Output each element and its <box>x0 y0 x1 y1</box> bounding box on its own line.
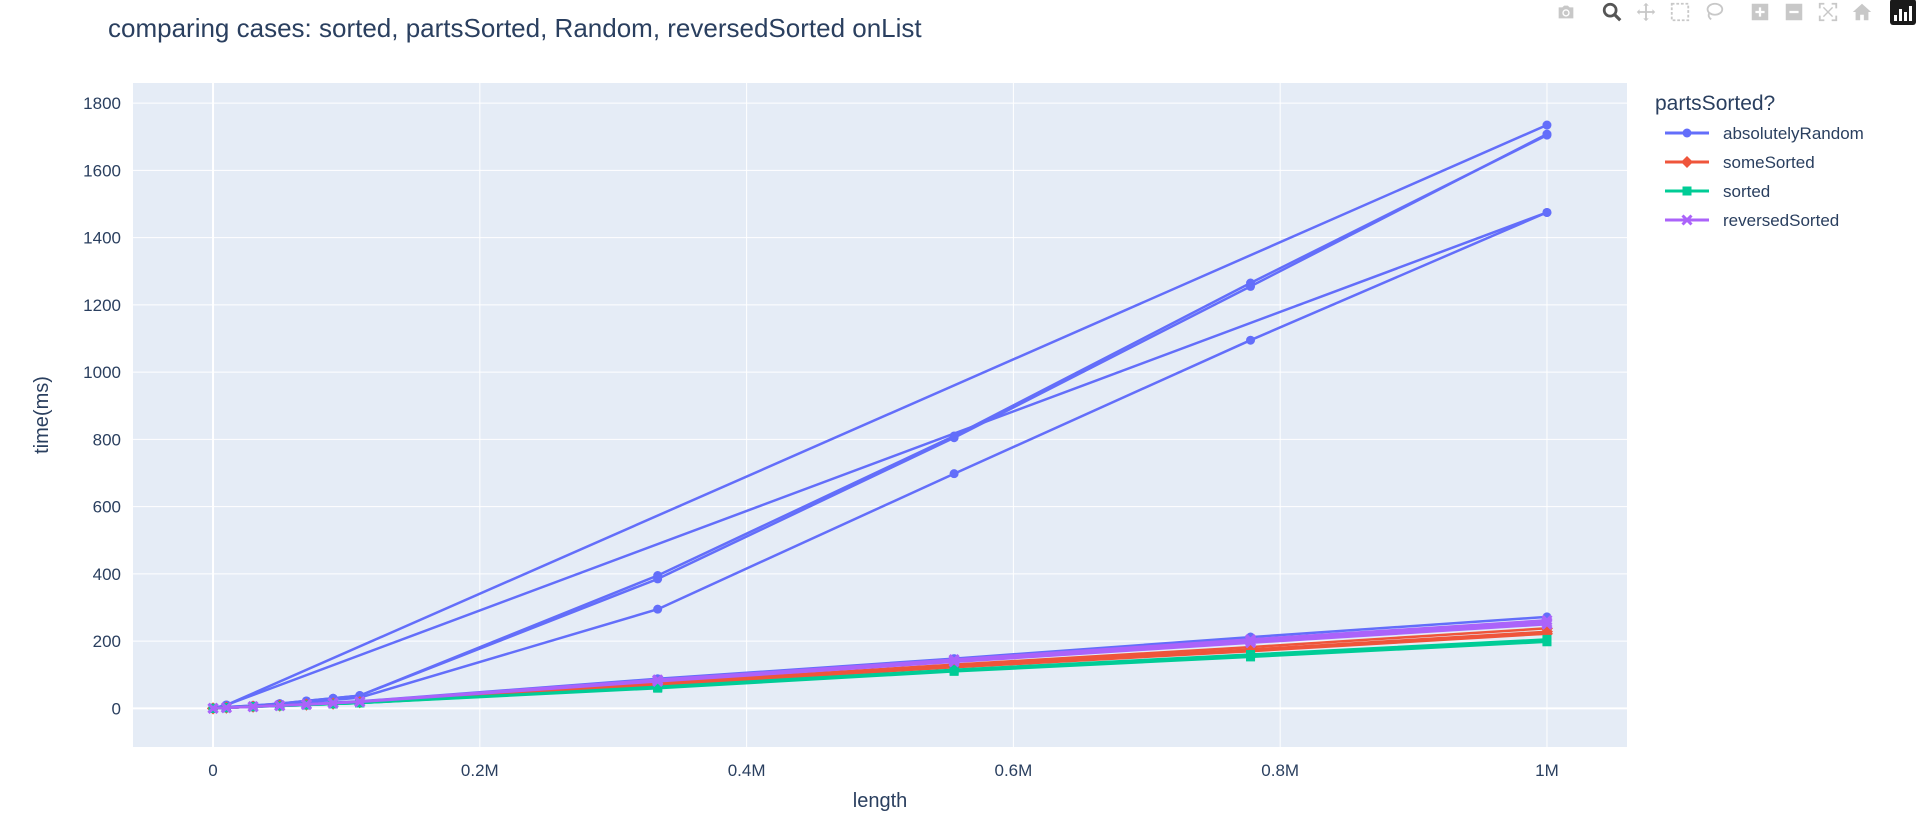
pan-icon[interactable] <box>1632 0 1660 26</box>
series-reversedSorted <box>207 614 1553 714</box>
legend-label: reversedSorted <box>1723 211 1839 230</box>
legend-marker-absolutelyRandom[interactable] <box>1682 128 1692 138</box>
legend-marker-sorted[interactable] <box>1682 186 1692 196</box>
x-tick-label: 0.8M <box>1261 761 1299 780</box>
data-point-sorted[interactable] <box>949 665 959 675</box>
data-point-reversedSorted[interactable] <box>948 655 960 667</box>
y-tick-label: 1800 <box>83 94 121 113</box>
y-tick-label: 1600 <box>83 161 121 180</box>
lasso-select-icon[interactable] <box>1700 0 1728 26</box>
x-tick-label: 0.4M <box>728 761 766 780</box>
legend-item-someSorted[interactable]: someSorted <box>1665 153 1815 172</box>
y-tick-label: 200 <box>93 632 121 651</box>
x-axis-title: length <box>853 790 908 812</box>
box-select-icon[interactable] <box>1666 0 1694 26</box>
legend-marker-reversedSorted[interactable] <box>1681 214 1693 226</box>
data-point-absolutelyRandom[interactable] <box>653 574 663 584</box>
legend-marker-someSorted[interactable] <box>1681 156 1693 168</box>
y-axis-title: time(ms) <box>31 376 53 454</box>
legend-label: absolutelyRandom <box>1723 124 1864 143</box>
x-tick-label: 0.2M <box>461 761 499 780</box>
data-point-reversedSorted[interactable] <box>1541 617 1553 629</box>
legend-item-reversedSorted[interactable]: reversedSorted <box>1665 211 1839 230</box>
x-tick-label: 0.6M <box>994 761 1032 780</box>
data-point-absolutelyRandom[interactable] <box>1246 281 1256 291</box>
data-point-sorted[interactable] <box>1542 634 1552 644</box>
data-point-reversedSorted[interactable] <box>652 674 664 686</box>
data-point-reversedSorted[interactable] <box>207 702 219 714</box>
data-point-absolutelyRandom[interactable] <box>653 604 663 614</box>
data-point-absolutelyRandom[interactable] <box>1542 120 1552 130</box>
data-point-absolutelyRandom[interactable] <box>1542 207 1552 217</box>
legend-label: sorted <box>1723 182 1770 201</box>
data-point-reversedSorted[interactable] <box>1244 635 1257 647</box>
tick-labels: 0 0.2M 0.4M 0.6M 0.8M 1M 0 200 400 600 800 1000 1200… <box>83 94 1559 780</box>
y-tick-label: 1200 <box>83 296 121 315</box>
plotly-logo-icon[interactable] <box>1890 0 1916 25</box>
data-point-sorted[interactable] <box>1246 650 1256 660</box>
x-tick-label: 1M <box>1535 761 1559 780</box>
data-point-reversedSorted[interactable] <box>327 697 339 709</box>
y-tick-label: 0 <box>112 699 121 718</box>
data-point-absolutelyRandom[interactable] <box>949 469 959 479</box>
zoom-icon[interactable] <box>1598 0 1626 26</box>
legend-title: partsSorted? <box>1655 92 1775 115</box>
legend: partsSorted? absolutelyRandom someSorted s… <box>1655 92 1864 230</box>
modebar <box>1552 0 1920 26</box>
y-tick-label: 600 <box>93 498 121 517</box>
zoom-out-icon[interactable] <box>1780 0 1808 26</box>
zoom-in-icon[interactable] <box>1746 0 1774 26</box>
data-point-reversedSorted[interactable] <box>247 701 259 713</box>
y-tick-label: 800 <box>93 430 121 449</box>
data-point-reversedSorted[interactable] <box>274 700 286 712</box>
data-point-absolutelyRandom[interactable] <box>1542 129 1552 139</box>
data-point-reversedSorted[interactable] <box>354 696 366 708</box>
legend-item-absolutelyRandom[interactable]: absolutelyRandom <box>1665 124 1864 143</box>
legend-label: someSorted <box>1723 153 1815 172</box>
autoscale-icon[interactable] <box>1814 0 1842 26</box>
data-point-reversedSorted[interactable] <box>300 698 312 710</box>
x-tick-label: 0 <box>208 761 217 780</box>
series-layer <box>207 120 1553 715</box>
chart-title: comparing cases: sorted, partsSorted, Ra… <box>108 13 922 43</box>
y-tick-label: 1400 <box>83 229 121 248</box>
y-tick-label: 1000 <box>83 363 121 382</box>
camera-icon[interactable] <box>1552 0 1580 26</box>
legend-item-sorted[interactable]: sorted <box>1665 182 1770 201</box>
data-point-absolutelyRandom[interactable] <box>1246 335 1256 345</box>
reset-axes-icon[interactable] <box>1848 0 1876 26</box>
data-point-sorted[interactable] <box>653 682 663 692</box>
y-tick-label: 400 <box>93 565 121 584</box>
data-point-reversedSorted[interactable] <box>220 702 232 714</box>
grid <box>133 83 1627 747</box>
data-point-absolutelyRandom[interactable] <box>949 433 959 443</box>
